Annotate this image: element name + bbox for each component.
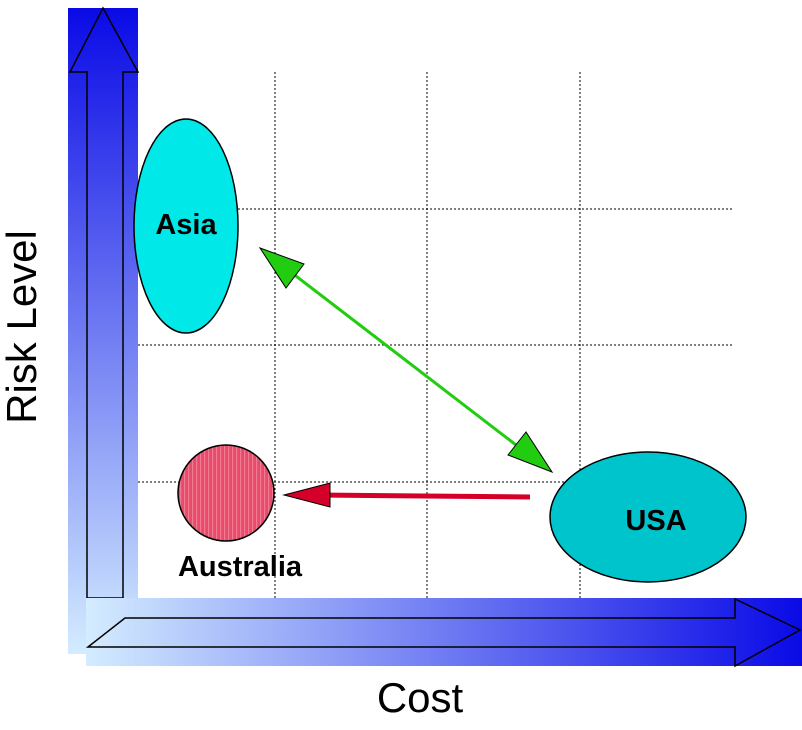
y-axis-arrow bbox=[68, 6, 140, 654]
green-arrowhead-top bbox=[258, 247, 305, 289]
red-arrow bbox=[317, 492, 531, 500]
green-double-arrow bbox=[265, 251, 547, 470]
x-axis-arrow bbox=[85, 597, 802, 668]
x-axis-label: Cost bbox=[376, 674, 464, 721]
y-axis-label: Risk Level bbox=[0, 230, 45, 424]
asia-region bbox=[133, 118, 239, 334]
grid bbox=[138, 72, 732, 598]
green-arrowhead-bottom bbox=[507, 431, 554, 474]
australia-label: Australia bbox=[178, 551, 303, 583]
red-arrowhead bbox=[282, 482, 331, 508]
usa-label: USA bbox=[625, 505, 686, 537]
asia-label: Asia bbox=[155, 209, 217, 241]
usa-region bbox=[549, 451, 747, 583]
australia-region bbox=[177, 444, 275, 542]
